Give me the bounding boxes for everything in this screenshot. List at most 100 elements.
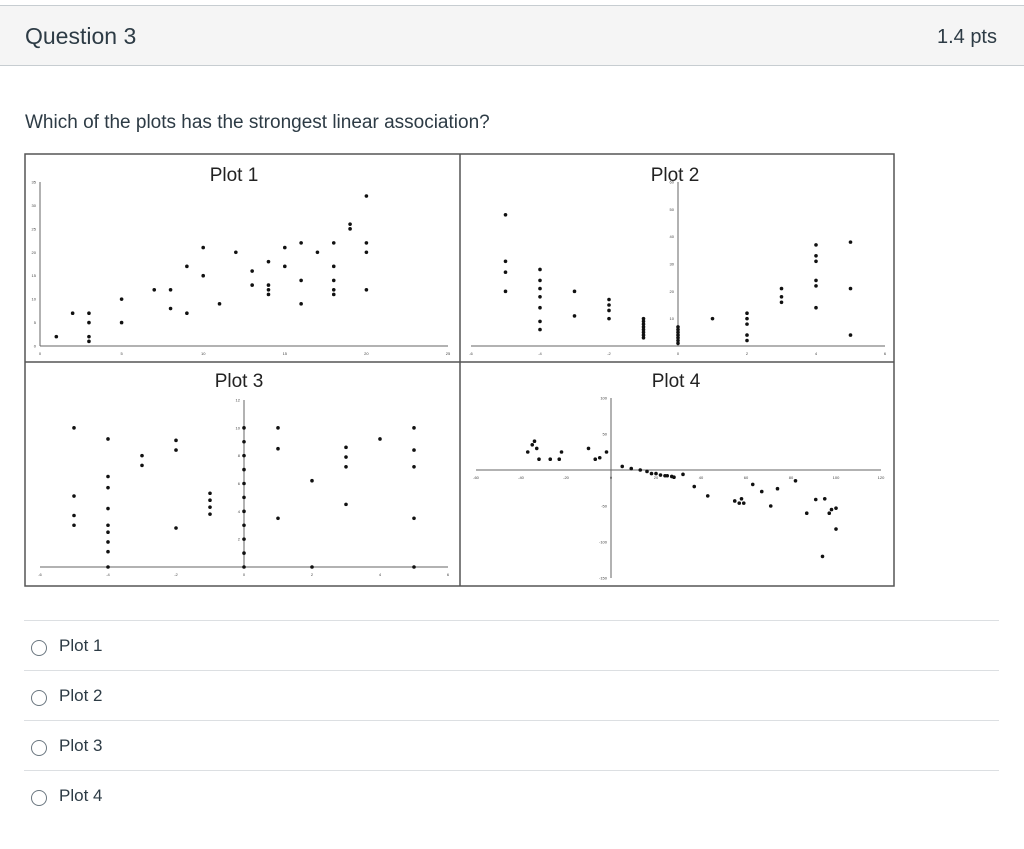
plot-1-y-tick-label: 30 [32,203,37,208]
plot-1-x-tick-label: 5 [120,351,123,356]
plot-3-x-tick-label: 6 [447,572,450,577]
plot-2-point [745,311,749,315]
plot-3-point [344,455,348,459]
answer-label[interactable]: Plot 4 [59,786,103,805]
answer-label[interactable]: Plot 1 [59,636,103,655]
plot-1-y-tick-label: 15 [32,273,37,278]
plot-2-point [607,316,611,321]
plot-1-point [87,334,91,339]
plot-4-y-tick-label: -50 [601,504,608,509]
plot-3-y-tick-label: 12 [236,398,241,403]
plot-1-x-tick-label: 15 [283,351,288,356]
plot-4-point [534,446,539,451]
plot-4-point [834,527,838,531]
plot-3-title: Plot 3 [215,371,264,392]
question-header: Question 3 1.4 pts [0,5,1024,66]
answer-label[interactable]: Plot 2 [59,686,103,705]
plot-2-point [538,286,542,291]
plot-3-point [412,426,416,430]
plot-2-point [779,286,784,291]
plot-2-point [745,338,749,343]
answer-option-plot-4[interactable]: Plot 4 [24,770,999,820]
plot-2-point [503,270,508,274]
radio-button[interactable] [31,790,47,806]
plot-1-point [364,194,369,198]
plot-1-point [54,334,59,339]
plot-3-point [412,516,416,521]
plot-4-point [741,501,746,505]
plot-4-point [692,484,697,489]
plot-4-point [672,475,676,480]
plot-3-point [174,438,178,443]
plot-3-point [208,491,212,496]
plot-3-point [276,426,280,430]
plot-3-point [106,474,110,479]
plot-2-point [814,259,818,264]
radio-button[interactable] [31,740,47,756]
plot-2-point [745,322,749,326]
plot-2-point [641,316,646,321]
plot-3-point [310,478,314,483]
plot-4-point [645,469,649,474]
plot-4-point [658,473,663,477]
plot-4-point [804,511,809,515]
plot-4-x-tick-label: 20 [654,475,659,480]
plot-2-point [538,267,542,272]
plot-4-point [768,504,773,508]
plot-3-point [106,549,110,554]
plot-1-y-tick-label: 5 [34,320,37,325]
plot-4-point [638,468,643,472]
plot-2-point [676,341,680,346]
plot-3-x-tick-label: -4 [106,572,110,577]
plot-1-x-tick-label: 20 [364,351,369,356]
plot-2-point [814,278,818,283]
plot-2-point [676,333,680,337]
plot-4-x-tick-label: -60 [473,475,480,480]
question-points: 1.4 pts [936,26,997,48]
plot-3-point [106,565,110,569]
plot-1-y-tick-label: 35 [32,180,37,185]
plot-1-point [87,320,91,325]
plot-3-point [72,513,76,518]
plot-2-x-tick-label: 2 [746,351,749,356]
plots-figure: 0 5 10 15 20 25 0 5 10 15 20 25 30 35 Plot 1 -6 -4 -2 0 2 4 6… [24,153,896,588]
plot-2-point [676,336,680,340]
plot-1-point [119,297,124,301]
plot-4-point [775,486,780,491]
plot-3-point [140,453,144,458]
plot-4-point [629,466,634,471]
plot-2-y-tick-label: 60 [670,180,675,185]
plot-4-point [530,443,535,447]
answer-option-plot-2[interactable]: Plot 2 [24,670,999,720]
plot-2-point [607,297,611,302]
plot-4-point [827,511,832,515]
plot-1-point [283,245,287,250]
plot-3-point [106,530,110,535]
plot-1-point [201,245,205,250]
radio-button[interactable] [31,640,47,656]
plot-4-point [813,497,818,502]
plot-4-x-tick-label: 60 [744,475,749,480]
plot-3-x-tick-label: -6 [38,572,42,577]
plot-1-point [266,283,271,287]
plot-4-x-tick-label: -20 [563,475,570,480]
plot-1-point [348,227,352,231]
plot-4-point [532,439,537,444]
answer-option-plot-3[interactable]: Plot 3 [24,720,999,770]
plot-2-point [572,314,577,318]
plot-2-point [641,330,646,335]
plot-3-point [310,565,314,569]
plot-1-point [70,311,75,315]
radio-button[interactable] [31,690,47,706]
plot-2-x-tick-label: 4 [815,351,818,356]
answer-option-plot-1[interactable]: Plot 1 [24,620,999,670]
plot-2-point [641,322,646,326]
plot-1-point [331,278,336,283]
answer-label[interactable]: Plot 3 [59,736,103,755]
plot-1-x-tick-label: 10 [201,351,206,356]
plot-2-x-tick-label: -6 [469,351,473,356]
answer-list: Plot 1 Plot 2 Plot 3 Plot 4 [24,620,999,820]
plot-4-point [604,450,609,454]
plot-2-point [503,213,508,217]
